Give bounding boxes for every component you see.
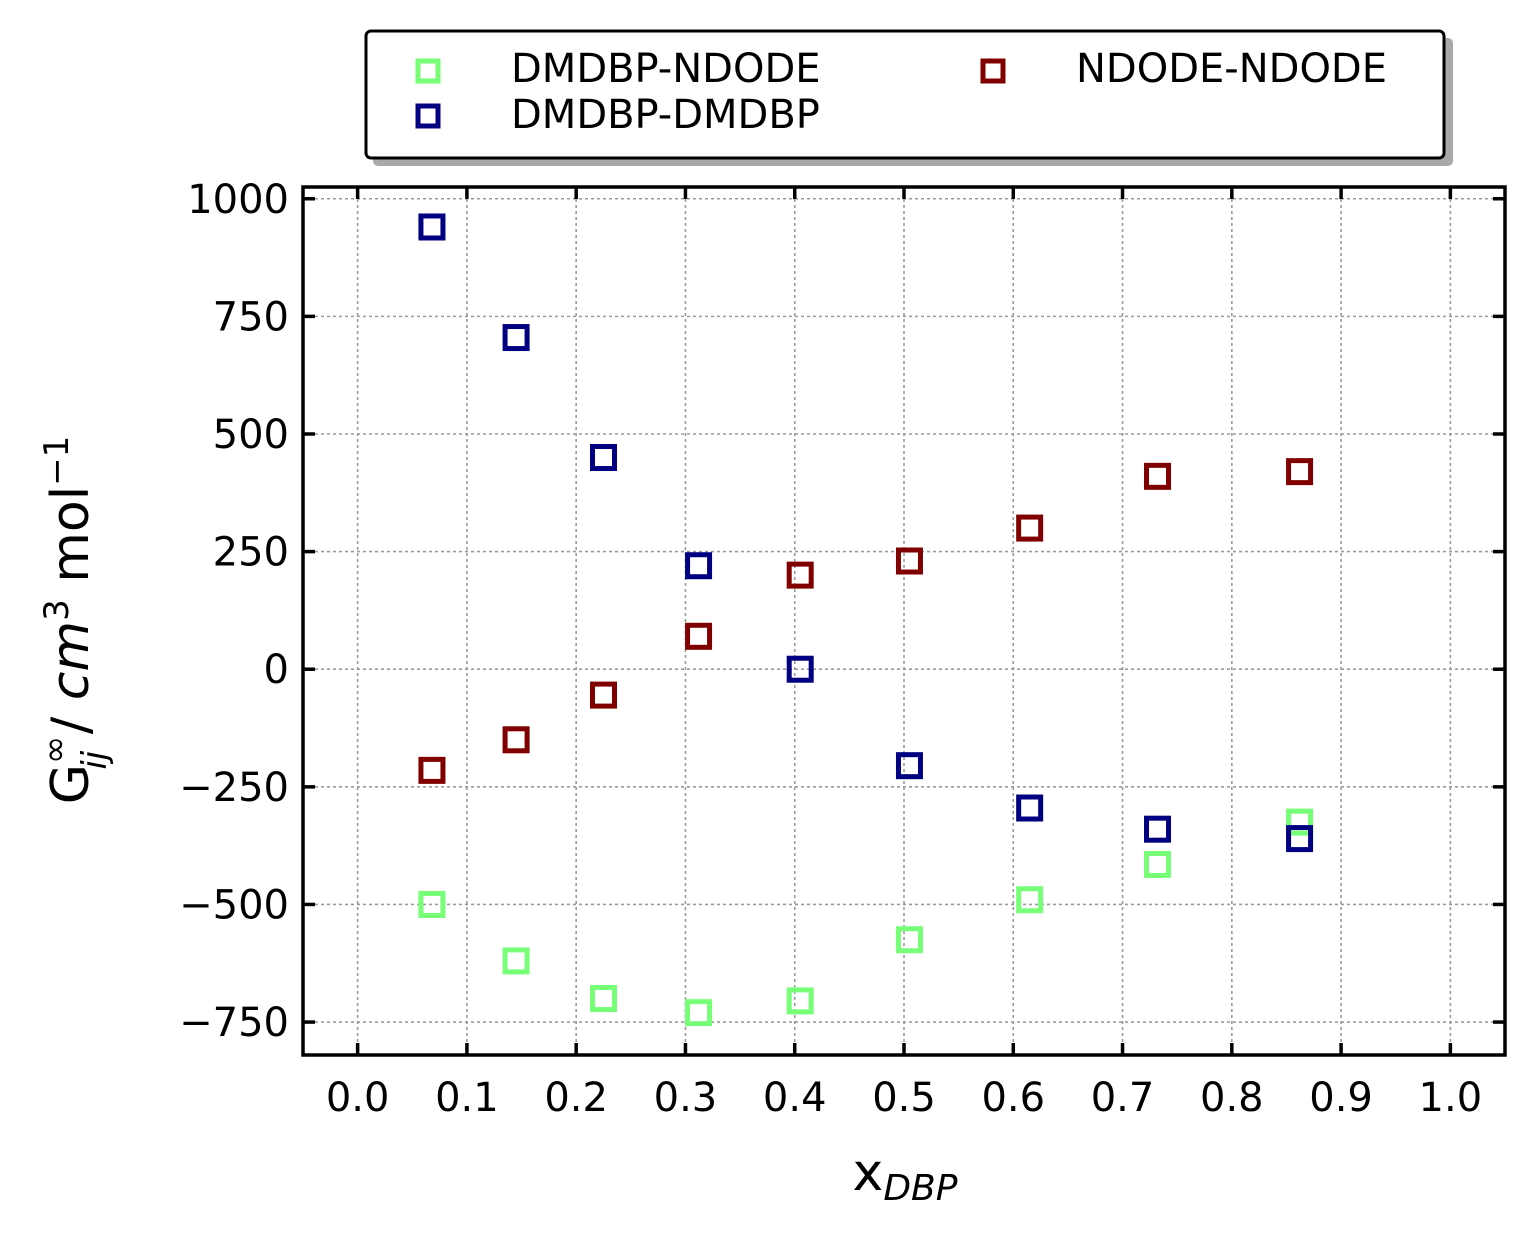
legend-box	[364, 29, 1446, 160]
point-ndode-ndode	[502, 726, 530, 754]
point-dmdbp-dmdbp	[895, 752, 923, 780]
point-dmdbp-dmdbp	[502, 324, 530, 352]
point-dmdbp-ndode	[685, 999, 713, 1027]
point-ndode-ndode	[895, 547, 923, 575]
data-points	[418, 213, 1314, 1027]
x-tick-label: 0.3	[654, 1075, 718, 1121]
y-axis-label: G∞ij / cm3 mol−1	[35, 436, 115, 805]
point-dmdbp-ndode	[786, 987, 814, 1015]
y-tick-label: 0	[264, 647, 289, 693]
x-tick-label: 1.0	[1419, 1075, 1483, 1121]
point-dmdbp-ndode	[590, 985, 617, 1013]
point-dmdbp-dmdbp	[1286, 825, 1314, 853]
axis-ticks	[303, 187, 1505, 1055]
point-dmdbp-dmdbp	[685, 552, 713, 580]
legend-label-ndode-ndode: NDODE-NDODE	[1076, 46, 1387, 92]
y-tick-label: −250	[179, 765, 289, 811]
point-dmdbp-dmdbp	[418, 213, 446, 241]
x-tick-label: 0.1	[435, 1075, 499, 1121]
x-tick-label: 0.8	[1200, 1075, 1264, 1121]
y-tick-label: 750	[213, 294, 289, 340]
y-tick-label: −750	[179, 1000, 289, 1046]
point-dmdbp-dmdbp	[1144, 815, 1172, 843]
point-ndode-ndode	[1144, 462, 1172, 490]
x-tick-label: 0.7	[1091, 1075, 1155, 1121]
y-tick-label: 250	[213, 530, 289, 576]
legend-marker-ndode-ndode	[980, 58, 1006, 84]
grid	[303, 187, 1505, 1055]
x-tick-label: 0.6	[981, 1075, 1045, 1121]
point-ndode-ndode	[590, 681, 617, 709]
point-dmdbp-ndode	[1286, 808, 1314, 836]
plot-frame	[301, 185, 1507, 1057]
point-ndode-ndode	[786, 561, 814, 589]
legend-marker-dmdbp-ndode	[415, 58, 441, 84]
y-tick-label: 1000	[187, 177, 289, 223]
x-tick-label: 0.9	[1309, 1075, 1373, 1121]
x-tick-label: 0.0	[326, 1075, 390, 1121]
point-dmdbp-ndode	[895, 926, 923, 954]
legend: DMDBP-NDODE DMDBP-DMDBP NDODE-NDODE	[364, 29, 1453, 166]
legend-marker-dmdbp-dmdbp	[415, 103, 441, 129]
point-dmdbp-ndode	[1016, 886, 1044, 914]
point-dmdbp-dmdbp	[590, 444, 617, 472]
y-tick-label: 500	[213, 412, 289, 458]
legend-label-dmdbp-ndode: DMDBP-NDODE	[511, 46, 821, 92]
point-ndode-ndode	[1286, 458, 1314, 486]
x-tick-label: 0.4	[763, 1075, 827, 1121]
point-dmdbp-dmdbp	[1016, 794, 1044, 822]
point-dmdbp-ndode	[418, 890, 446, 918]
point-dmdbp-ndode	[1144, 850, 1172, 878]
x-axis-label: xDBP	[853, 1143, 958, 1209]
x-tick-label: 0.5	[872, 1075, 936, 1121]
point-ndode-ndode	[685, 622, 713, 650]
tick-labels: 0.0 0.1 0.2 0.3 0.4 0.5 0.6 0.7 0.8 0.9 1.0 1000 750…	[179, 177, 1482, 1121]
legend-label-dmdbp-dmdbp: DMDBP-DMDBP	[511, 92, 820, 138]
point-ndode-ndode	[1016, 514, 1044, 542]
point-ndode-ndode	[418, 756, 446, 784]
point-dmdbp-dmdbp	[786, 655, 814, 683]
point-dmdbp-ndode	[502, 947, 530, 975]
y-tick-label: −500	[179, 882, 289, 928]
x-tick-label: 0.2	[544, 1075, 608, 1121]
